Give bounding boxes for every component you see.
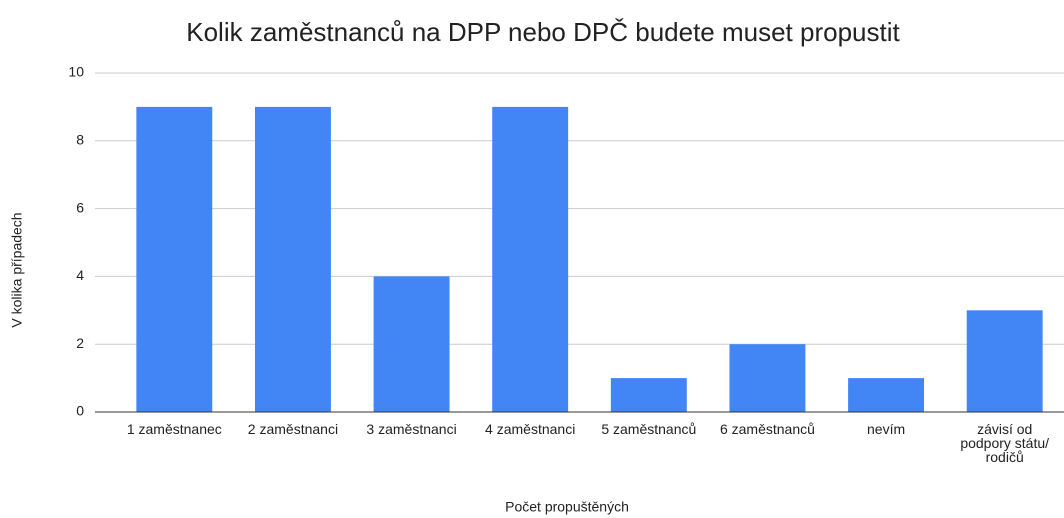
chart-title: Kolik zaměstnanců na DPP nebo DPČ budete…: [186, 17, 900, 47]
y-tick-label: 0: [76, 403, 84, 419]
y-tick-label: 6: [76, 199, 84, 215]
x-tick-label: 5 zaměstnanců: [601, 421, 697, 437]
x-tick-label: závisí od podpory státu/ rodičů: [960, 421, 1050, 465]
bar: [136, 106, 213, 413]
bar: [610, 378, 687, 412]
x-tick-label: 3 zaměstnanci: [366, 421, 457, 437]
bar: [729, 344, 806, 412]
bar: [373, 276, 450, 412]
x-axis-title: Počet propuštěných: [505, 499, 629, 515]
x-tick-label: 2 zaměstnanci: [247, 421, 339, 437]
y-tick-label: 4: [76, 267, 84, 283]
y-axis-title: V kolika případech: [9, 212, 25, 327]
bar: [254, 106, 331, 413]
x-tick-label: 1 zaměstnanec: [126, 421, 222, 437]
bar: [492, 106, 569, 413]
y-tick-label: 8: [76, 132, 84, 148]
x-tick-label: nevím: [867, 421, 906, 437]
x-tick-label: 4 zaměstnanci: [485, 421, 576, 437]
bar: [848, 378, 925, 412]
x-tick-label: 6 zaměstnanců: [719, 421, 815, 437]
y-tick-label: 2: [76, 335, 84, 351]
bar: [966, 310, 1043, 412]
y-tick-label: 10: [68, 64, 84, 80]
